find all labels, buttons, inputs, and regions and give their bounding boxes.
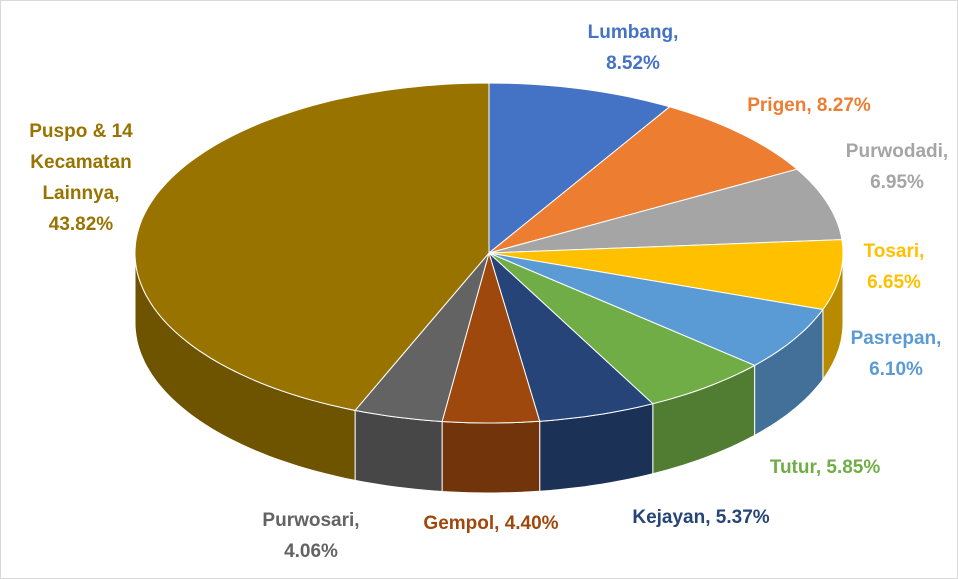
slice (488, 168, 843, 254)
slice (441, 251, 541, 424)
data-label: Prigen, 8.27% (747, 95, 871, 116)
slice-side (441, 420, 541, 494)
slice (488, 106, 799, 254)
slice (354, 252, 490, 423)
data-label: Puspo & 14 Kecamatan Lainnya, 43.82% (29, 121, 133, 235)
slice (488, 239, 844, 311)
slice (488, 252, 756, 405)
data-label: Pasrepan, 6.10% (850, 328, 942, 380)
slice (488, 252, 824, 366)
slice-side (354, 409, 443, 493)
data-label: Purwodadi, 6.95% (845, 141, 949, 193)
data-label: Tosari, 6.65% (863, 241, 925, 293)
data-label: Lumbang, 8.52% (587, 22, 679, 74)
data-label: Tutur, 5.85% (769, 457, 881, 478)
slice (134, 82, 490, 411)
data-label: Gempol, 4.40% (423, 513, 559, 534)
data-label: Purwosari, 4.06% (262, 510, 360, 562)
data-label: Kejayan, 5.37% (632, 507, 770, 528)
slice (487, 251, 654, 422)
slice (488, 82, 671, 255)
